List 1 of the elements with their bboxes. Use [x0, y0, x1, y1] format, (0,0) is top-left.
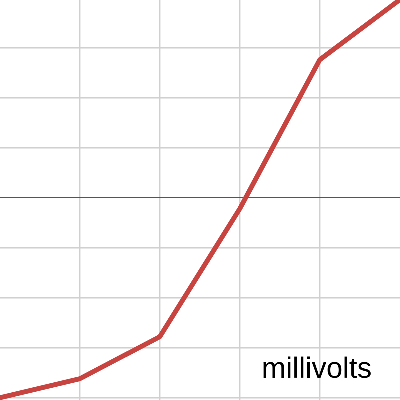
- annotation: millivolts: [264, 356, 371, 378]
